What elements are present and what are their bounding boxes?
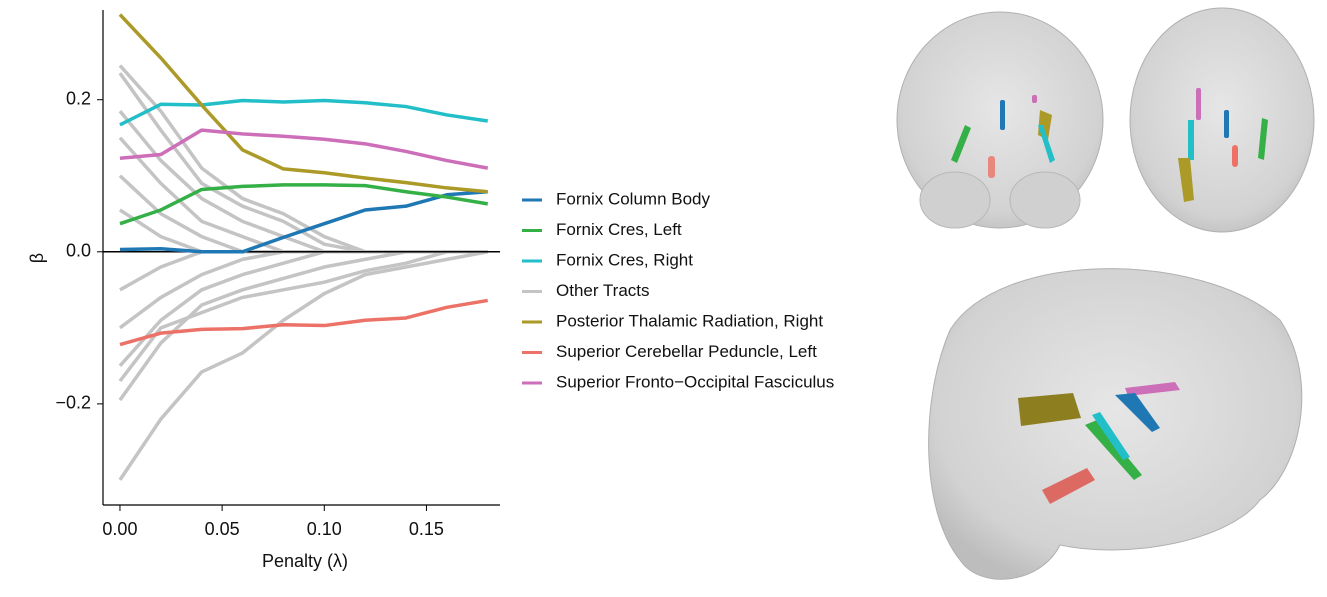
brain-top-view xyxy=(1130,8,1314,232)
x-tick-label: 0.15 xyxy=(409,519,444,539)
legend-label: Superior Cerebellar Peduncle, Left xyxy=(556,342,817,361)
legend-label: Other Tracts xyxy=(556,281,650,300)
x-tick-label: 0.05 xyxy=(205,519,240,539)
y-tick-label: 0.2 xyxy=(66,88,91,108)
series-line xyxy=(120,185,488,224)
x-axis-label: Penalty (λ) xyxy=(262,551,348,571)
y-tick-label: −0.2 xyxy=(55,393,91,413)
brain-side-view xyxy=(929,269,1302,580)
legend-label: Fornix Column Body xyxy=(556,189,711,208)
legend-label: Fornix Cres, Right xyxy=(556,250,693,269)
brain-front-view xyxy=(897,12,1103,228)
legend-label: Superior Fronto−Occipital Fasciculus xyxy=(556,372,834,391)
highlighted-lines xyxy=(120,15,488,345)
background-lines xyxy=(103,66,500,480)
y-axis-label: β xyxy=(27,253,47,263)
x-tick-label: 0.00 xyxy=(102,519,137,539)
legend-label: Posterior Thalamic Radiation, Right xyxy=(556,311,823,330)
series-line xyxy=(120,100,488,124)
legend-label: Fornix Cres, Left xyxy=(556,220,682,239)
figure: Penalty (λ) β 0.00 0.05 0.10 0.15 −0.2 0.0 0.2… xyxy=(0,0,1327,592)
x-tick-label: 0.10 xyxy=(307,519,342,539)
y-tick-label: 0.0 xyxy=(66,241,91,261)
